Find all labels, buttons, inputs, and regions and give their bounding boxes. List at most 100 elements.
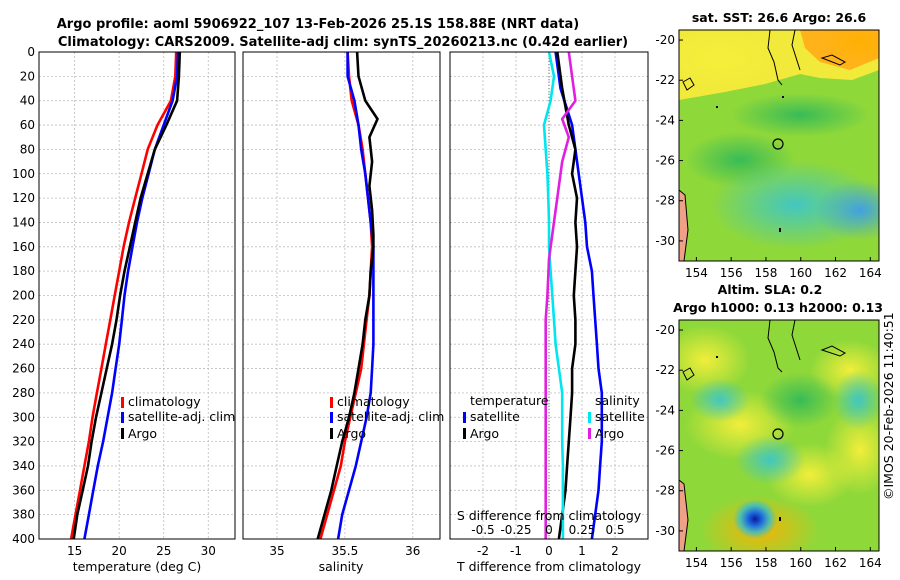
- y-tick-label: 300: [12, 410, 35, 424]
- map-y-tick-label: -24: [655, 113, 675, 127]
- map-x-tick-label: 158: [755, 266, 778, 280]
- legend-label-climatology: climatology: [337, 394, 410, 409]
- x-tick-label: -1: [510, 544, 522, 558]
- temperature-xlabel: temperature (deg C): [73, 559, 202, 574]
- y-tick-label: 40: [20, 94, 35, 108]
- y-tick-label: 60: [20, 118, 35, 132]
- s-difference-xlabel: S difference from climatology: [457, 508, 642, 523]
- map-y-tick-label: -22: [655, 73, 675, 87]
- legend-swatch-s-argo: [588, 428, 591, 439]
- map-y-tick-label: -28: [655, 484, 675, 498]
- x-tick-label: 35.5: [332, 544, 359, 558]
- x-tick-label: 30: [201, 544, 216, 558]
- x-tick-label: 25: [156, 544, 171, 558]
- legend-swatch-climatology: [330, 397, 333, 408]
- map-y-tick-label: -26: [655, 154, 675, 168]
- series-line-satellite-adj-clim: [83, 51, 180, 540]
- map-x-tick-label: 156: [720, 266, 743, 280]
- figure-title-line2: Climatology: CARS2009. Satellite-adj cli…: [58, 35, 628, 50]
- s-tick-label: 0.5: [605, 523, 624, 537]
- y-tick-label: 320: [12, 435, 35, 449]
- map-x-tick-label: 156: [720, 556, 743, 570]
- legend-swatch-t-argo: [463, 428, 466, 439]
- x-tick-label: 35: [269, 544, 284, 558]
- sla-field: [679, 320, 879, 551]
- credit-text: ©IMOS 20-Feb-2026 11:40:51: [881, 312, 896, 500]
- x-tick-label: 20: [112, 544, 127, 558]
- s-tick-label: -0.25: [500, 523, 531, 537]
- difference-legend: temperature satellite Argo salinity sate…: [463, 393, 645, 441]
- salinity-legend: climatology satellite-adj. clim Argo: [330, 394, 444, 441]
- series-line-argo: [316, 51, 379, 540]
- y-tick-label: 280: [12, 386, 35, 400]
- y-tick-label: 160: [12, 240, 35, 254]
- y-tick-label: 120: [12, 191, 35, 205]
- s-tick-label: 0: [545, 523, 553, 537]
- legend-label-s-satellite: satellite: [595, 409, 645, 424]
- temperature-legend: climatology satellite-adj. clim Argo: [121, 394, 235, 441]
- map-x-tick-label: 162: [824, 266, 847, 280]
- y-tick-label: 200: [12, 289, 35, 303]
- map-x-tick-label: 164: [859, 556, 882, 570]
- series-line-satellite-adj-clim: [336, 52, 375, 540]
- map-x-tick-label: 164: [859, 266, 882, 280]
- sla-map: Altim. SLA: 0.2 Argo h1000: 0.13 h2000: …: [655, 282, 883, 570]
- x-tick-label: 0: [545, 544, 553, 558]
- legend-swatch-s-satellite: [588, 412, 591, 423]
- y-tick-label: 20: [20, 69, 35, 83]
- temperature-axes-frame: [38, 51, 236, 540]
- x-tick-label: 2: [611, 544, 619, 558]
- legend-swatch-argo: [121, 428, 124, 439]
- y-tick-label: 100: [12, 167, 35, 181]
- sst-map: sat. SST: 26.6 Argo: 26.6 154 156 158 160 16…: [655, 10, 882, 280]
- legend-label-t-argo: Argo: [470, 426, 499, 441]
- y-tick-label: 360: [12, 483, 35, 497]
- map-y-tick-label: -20: [655, 33, 675, 47]
- sla-map-title-line2: Argo h1000: 0.13 h2000: 0.13: [673, 300, 883, 315]
- legend-label-argo: Argo: [128, 426, 157, 441]
- x-tick-label: -2: [477, 544, 489, 558]
- y-tick-label: 0: [27, 45, 35, 59]
- legend-swatch-t-satellite: [463, 412, 466, 423]
- legend-label-t-satellite: satellite: [470, 409, 520, 424]
- s-tick-label: -0.5: [471, 523, 494, 537]
- sst-map-frame: [678, 29, 880, 262]
- map-y-tick-label: -22: [655, 363, 675, 377]
- map-x-tick-label: 158: [755, 556, 778, 570]
- y-tick-label: 140: [12, 215, 35, 229]
- sst-map-title: sat. SST: 26.6 Argo: 26.6: [692, 10, 867, 25]
- legend-swatch-argo: [330, 428, 333, 439]
- map-x-tick-label: 162: [824, 556, 847, 570]
- series-line-argo: [72, 51, 182, 540]
- legend-label-s-argo: Argo: [595, 426, 624, 441]
- x-tick-label: 36: [405, 544, 420, 558]
- series-line-s-argo: [544, 51, 577, 539]
- map-x-tick-label: 160: [789, 556, 812, 570]
- t-difference-xlabel: T difference from climatology: [456, 559, 642, 574]
- salinity-panel: 35 35.5 36 salinity climatology satellite-…: [242, 51, 444, 574]
- x-tick-label: 1: [578, 544, 586, 558]
- series-line-s-satellite: [542, 51, 565, 539]
- s-tick-label: 0.25: [569, 523, 596, 537]
- map-y-tick-label: -30: [655, 234, 675, 248]
- map-x-tick-label: 154: [685, 266, 708, 280]
- legend-swatch-satellite: [330, 412, 333, 423]
- map-y-tick-label: -20: [655, 323, 675, 337]
- series-line-climatology: [69, 51, 178, 540]
- map-y-tick-label: -26: [655, 444, 675, 458]
- sla-map-frame: [678, 319, 880, 552]
- legend-title-temperature: temperature: [470, 393, 549, 408]
- legend-swatch-satellite: [121, 412, 124, 423]
- legend-label-argo: Argo: [337, 426, 366, 441]
- y-tick-label: 400: [12, 532, 35, 546]
- legend-swatch-climatology: [121, 397, 124, 408]
- map-x-tick-label: 154: [685, 556, 708, 570]
- map-x-tick-label: 160: [789, 266, 812, 280]
- salinity-xlabel: salinity: [319, 559, 364, 574]
- x-tick-label: 15: [67, 544, 82, 558]
- sst-field: [679, 30, 879, 261]
- series-line-t-argo: [556, 51, 579, 540]
- figure-title-line1: Argo profile: aoml 5906922_107 13-Feb-20…: [57, 17, 579, 32]
- sla-map-title-line1: Altim. SLA: 0.2: [718, 282, 823, 297]
